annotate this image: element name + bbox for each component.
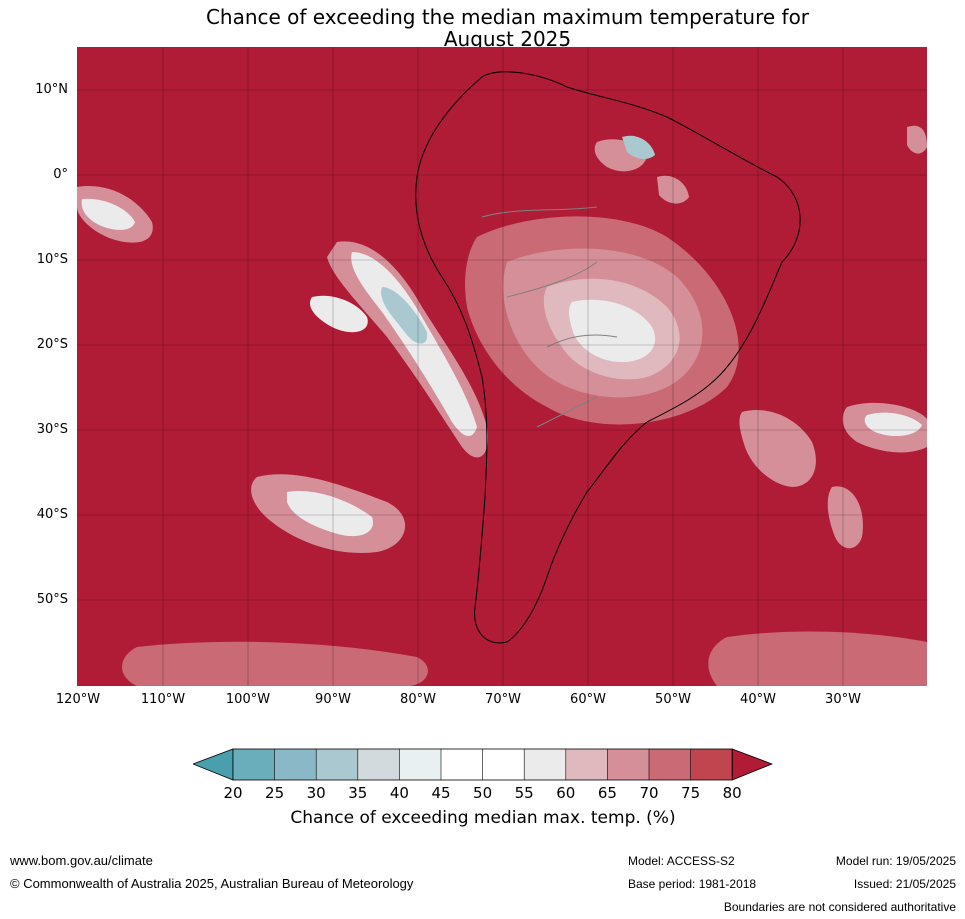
probability-map [77, 47, 927, 686]
lat-label-0: 0° [53, 167, 68, 182]
colorbar-tick-20: 20 [223, 784, 243, 802]
lat-label-20s: 20°S [36, 337, 68, 352]
footer-base-period: Base period: 1981-2018 [628, 877, 757, 891]
lat-label-50s: 50°S [36, 592, 68, 607]
lat-label-30s: 30°S [36, 422, 68, 437]
footer-boundaries-note: Boundaries are not considered authoritat… [723, 900, 956, 914]
colorbar-segment-above [731, 748, 773, 781]
colorbar-segment-75-80 [690, 749, 733, 780]
footer-copyright: © Commonwealth of Australia 2025, Austra… [10, 876, 414, 891]
lon-label-120w: 120°W [55, 692, 101, 707]
colorbar-tick-50: 50 [473, 784, 493, 802]
lat-label-10n: 10°N [35, 82, 68, 97]
map-title-line2: August 2025 [443, 27, 572, 51]
lat-label-40s: 40°S [36, 507, 68, 522]
colorbar-tick-55: 55 [514, 784, 534, 802]
colorbar-segment-70-75 [649, 749, 691, 780]
lon-label-80w: 80°W [400, 692, 436, 707]
footer-issued: Issued: 21/05/2025 [853, 877, 956, 891]
colorbar-tick-40: 40 [389, 784, 409, 802]
map-title-line1: Chance of exceeding the median maximum t… [205, 5, 810, 29]
colorbar [193, 748, 773, 781]
colorbar-tick-60: 60 [556, 784, 576, 802]
colorbar-tick-25: 25 [265, 784, 285, 802]
lon-label-100w: 100°W [225, 692, 271, 707]
footer-model-run: Model run: 19/05/2025 [835, 854, 956, 868]
colorbar-segment-55-60 [524, 749, 566, 780]
lon-label-50w: 50°W [655, 692, 691, 707]
colorbar-tick-65: 65 [597, 784, 617, 802]
lat-label-10s: 10°S [36, 252, 68, 267]
colorbar-segment-65-70 [607, 749, 649, 780]
colorbar-tick-80: 80 [722, 784, 742, 802]
colorbar-tick-45: 45 [431, 784, 451, 802]
colorbar-label: Chance of exceeding median max. temp. (%… [290, 808, 676, 828]
footer-model: Model: ACCESS-S2 [628, 854, 735, 868]
lon-label-40w: 40°W [740, 692, 776, 707]
lon-label-110w: 110°W [140, 692, 186, 707]
colorbar-segment-20-25 [233, 749, 275, 780]
colorbar-tick-70: 70 [639, 784, 659, 802]
lon-label-70w: 70°W [485, 692, 521, 707]
colorbar-segment-45-50 [441, 749, 483, 780]
colorbar-segment-25-30 [274, 749, 317, 780]
colorbar-segment-below [193, 748, 234, 781]
colorbar-segment-60-65 [565, 749, 608, 780]
colorbar-segment-30-35 [316, 749, 358, 780]
colorbar-tick-75: 75 [681, 784, 701, 802]
colorbar-tick-30: 30 [306, 784, 326, 802]
colorbar-segment-35-40 [357, 749, 400, 780]
footer-url: www.bom.gov.au/climate [10, 853, 153, 868]
lon-label-90w: 90°W [315, 692, 351, 707]
colorbar-tick-35: 35 [348, 784, 368, 802]
lon-label-30w: 30°W [825, 692, 861, 707]
lon-label-60w: 60°W [570, 692, 606, 707]
colorbar-segment-50-55 [482, 749, 525, 780]
colorbar-segment-40-45 [399, 749, 441, 780]
